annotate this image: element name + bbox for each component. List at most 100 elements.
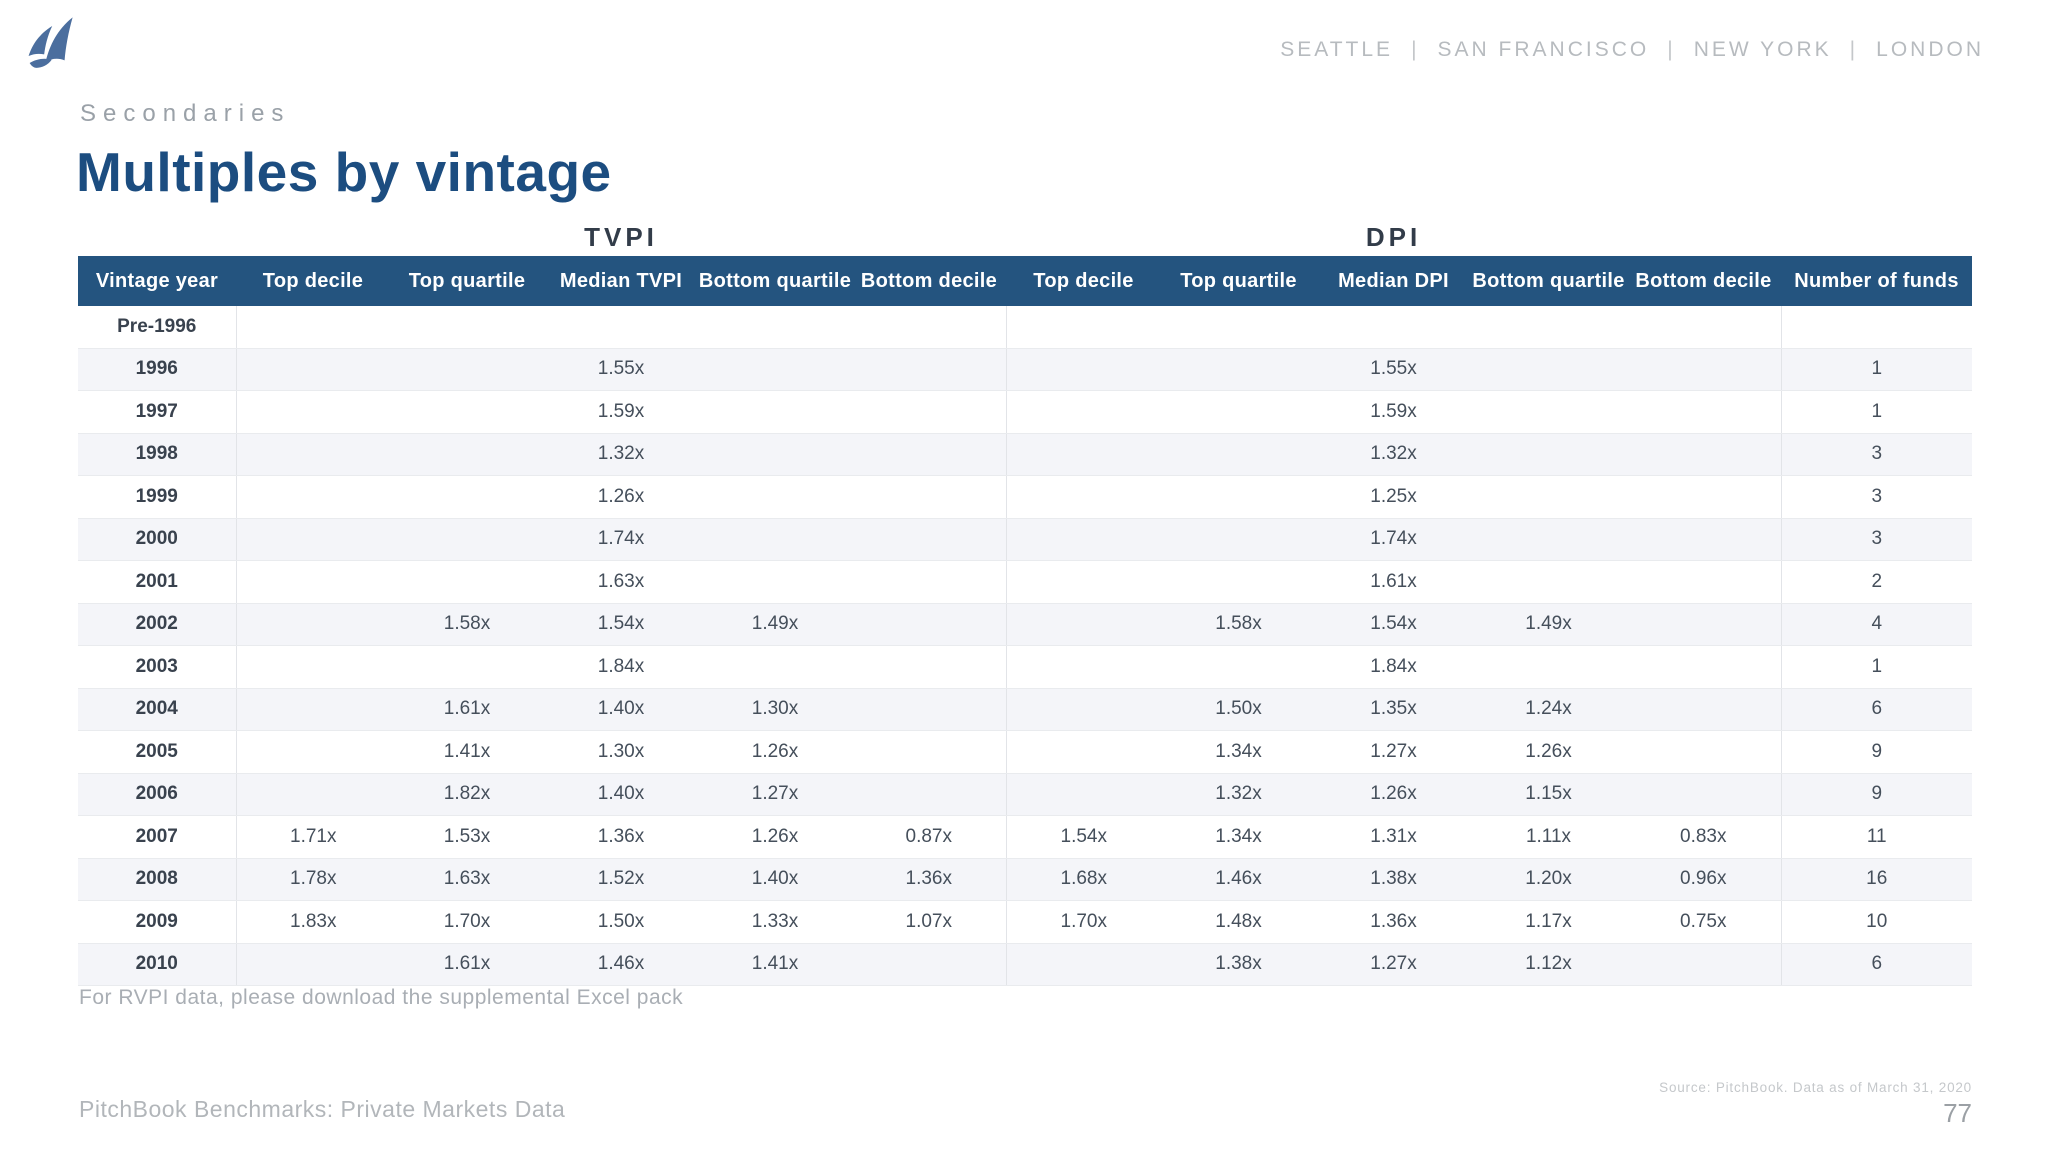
- multiple-value-cell: 1.49x: [1471, 603, 1626, 646]
- multiple-value-cell: [1316, 306, 1471, 349]
- dpi-group-label: DPI: [1365, 222, 1422, 252]
- multiple-value-cell: 1.12x: [1471, 943, 1626, 986]
- multiple-value-cell: [852, 645, 1007, 689]
- multiple-value-cell: 0.87x: [852, 815, 1007, 859]
- multiple-value-cell: 1.48x: [1161, 900, 1316, 944]
- tvpi-group-label: TVPI: [584, 222, 658, 252]
- multiple-value-cell: [852, 390, 1007, 434]
- multiple-value-cell: 1.38x: [1316, 858, 1471, 901]
- multiple-value-cell: [1471, 348, 1626, 391]
- column-header: Bottom decile: [1626, 256, 1781, 306]
- fund-count-cell: 1: [1781, 348, 1972, 391]
- multiple-value-cell: [852, 475, 1007, 519]
- table-header-row: Vintage year Top decile Top quartile Median…: [78, 256, 1972, 306]
- multiple-value-cell: 1.68x: [1006, 858, 1161, 901]
- multiple-value-cell: [852, 943, 1007, 986]
- multiple-value-cell: [1471, 306, 1626, 349]
- multiple-value-cell: 1.61x: [390, 943, 544, 986]
- multiple-value-cell: 1.31x: [1316, 815, 1471, 859]
- multiple-value-cell: [852, 433, 1007, 476]
- multiple-value-cell: [1626, 645, 1782, 689]
- multiple-value-cell: 1.15x: [1471, 773, 1626, 816]
- multiple-value-cell: 1.71x: [236, 815, 390, 859]
- multiple-value-cell: [1161, 433, 1316, 476]
- city-separator: |: [1849, 38, 1859, 61]
- vintage-year-cell: 2006: [78, 773, 237, 816]
- table-row: 2002 1.58x 1.54x 1.49x 1.58x 1.54x 1.49x 4: [78, 603, 1972, 646]
- multiple-value-cell: [852, 306, 1007, 349]
- multiple-value-cell: 1.32x: [1316, 433, 1471, 476]
- multiple-value-cell: [1626, 390, 1782, 434]
- multiple-value-cell: 1.20x: [1471, 858, 1626, 901]
- multiple-value-cell: [1006, 560, 1161, 604]
- multiple-value-cell: 1.40x: [698, 858, 852, 901]
- page-number: 77: [1943, 1098, 1972, 1128]
- multiples-by-vintage-table: Vintage year Top decile Top quartile Median…: [78, 256, 1972, 986]
- multiple-value-cell: [1626, 433, 1782, 476]
- multiple-value-cell: 0.96x: [1626, 858, 1782, 901]
- table-row: 2001 1.63x 1.61x 2: [78, 560, 1972, 604]
- multiple-value-cell: [1626, 730, 1782, 774]
- multiple-value-cell: [698, 645, 852, 689]
- multiple-value-cell: [390, 306, 544, 349]
- fund-count-cell: 11: [1781, 815, 1972, 859]
- fund-count-cell: 4: [1781, 603, 1972, 646]
- vintage-year-cell: 2007: [78, 815, 237, 859]
- multiple-value-cell: [698, 560, 852, 604]
- multiple-value-cell: 1.54x: [1316, 603, 1471, 646]
- multiple-value-cell: [1161, 645, 1316, 689]
- multiple-value-cell: 1.63x: [390, 858, 544, 901]
- multiple-value-cell: 1.53x: [390, 815, 544, 859]
- multiple-value-cell: [1006, 390, 1161, 434]
- multiple-value-cell: [852, 773, 1007, 816]
- fund-count-cell: 3: [1781, 518, 1972, 561]
- multiple-value-cell: [390, 645, 544, 689]
- multiple-value-cell: 1.24x: [1471, 688, 1626, 731]
- multiple-value-cell: 1.26x: [1471, 730, 1626, 774]
- table-row: 2003 1.84x 1.84x 1: [78, 645, 1972, 689]
- table-row: 2009 1.83x 1.70x 1.50x 1.33x 1.07x 1.70x 1.48x 1…: [78, 900, 1972, 944]
- multiple-value-cell: [236, 390, 390, 434]
- city-separator: |: [1411, 38, 1420, 61]
- table-row: 2005 1.41x 1.30x 1.26x 1.34x 1.27x 1.26x 9: [78, 730, 1972, 774]
- multiple-value-cell: 1.30x: [544, 730, 698, 774]
- multiple-value-cell: [698, 348, 852, 391]
- multiple-value-cell: [1161, 390, 1316, 434]
- fund-count-cell: 6: [1781, 688, 1972, 731]
- column-header: Median DPI: [1316, 256, 1471, 306]
- multiple-value-cell: 1.58x: [1161, 603, 1316, 646]
- multiple-value-cell: [1471, 645, 1626, 689]
- multiple-value-cell: [1626, 518, 1782, 561]
- fund-count-cell: [1781, 306, 1972, 349]
- multiple-value-cell: 1.30x: [698, 688, 852, 731]
- vintage-year-cell: 1997: [78, 390, 237, 434]
- multiple-value-cell: [236, 730, 390, 774]
- multiple-value-cell: [1006, 773, 1161, 816]
- multiple-value-cell: 1.58x: [390, 603, 544, 646]
- page-title: Multiples by vintage: [76, 141, 612, 203]
- multiple-value-cell: 1.54x: [544, 603, 698, 646]
- multiple-value-cell: [1471, 475, 1626, 519]
- multiple-value-cell: 1.11x: [1471, 815, 1626, 859]
- multiple-value-cell: 1.61x: [390, 688, 544, 731]
- multiple-value-cell: [1006, 730, 1161, 774]
- fund-count-cell: 6: [1781, 943, 1972, 986]
- column-header: Top quartile: [1161, 256, 1316, 306]
- multiple-value-cell: 1.49x: [698, 603, 852, 646]
- fund-count-cell: 2: [1781, 560, 1972, 604]
- column-header: Top decile: [1006, 256, 1161, 306]
- multiple-value-cell: [1006, 518, 1161, 561]
- fund-count-cell: 9: [1781, 773, 1972, 816]
- multiple-value-cell: [1161, 475, 1316, 519]
- footer-report-title: PitchBook Benchmarks: Private Markets Da…: [79, 1096, 566, 1122]
- multiple-value-cell: 0.83x: [1626, 815, 1782, 859]
- fund-count-cell: 3: [1781, 475, 1972, 519]
- section-eyebrow: Secondaries: [80, 100, 291, 127]
- multiple-value-cell: [544, 306, 698, 349]
- city-label: NEW YORK: [1693, 38, 1832, 61]
- column-header: Top decile: [236, 256, 390, 306]
- vintage-year-cell: 2008: [78, 858, 237, 901]
- multiple-value-cell: 1.74x: [1316, 518, 1471, 561]
- source-note: Source: PitchBook. Data as of March 31, …: [1659, 1080, 1972, 1095]
- vintage-year-cell: 2002: [78, 603, 237, 646]
